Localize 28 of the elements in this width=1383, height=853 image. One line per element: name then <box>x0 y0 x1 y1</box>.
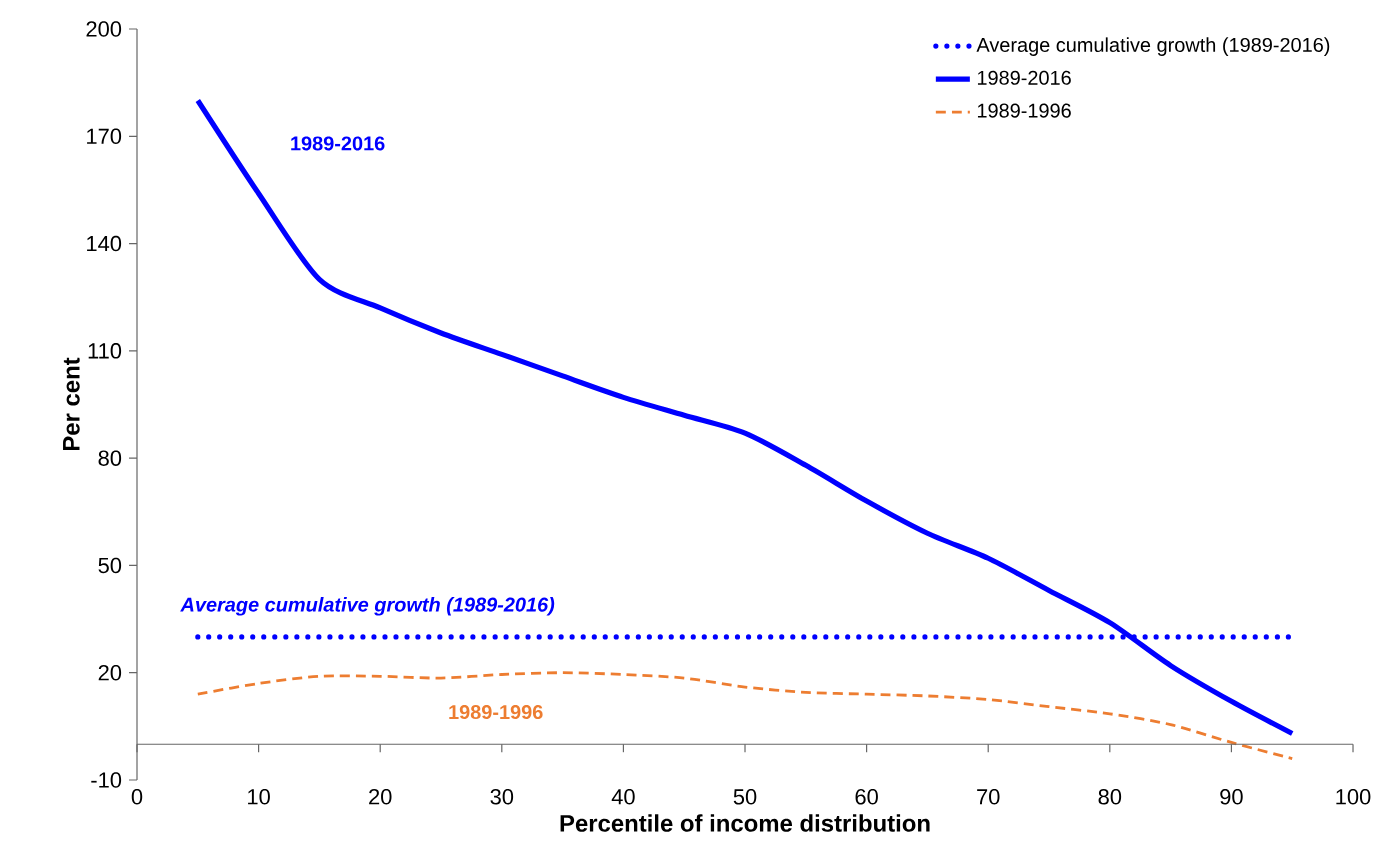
y-tick-label: 80 <box>98 450 122 466</box>
y-tick-label: 110 <box>88 343 122 359</box>
y-tick-label: 50 <box>98 557 122 574</box>
annotation: Average cumulative growth (1989-2016) <box>180 597 555 616</box>
y-tick-label: 200 <box>86 21 122 37</box>
x-tick-label: 30 <box>490 789 514 805</box>
legend-label: Average cumulative growth (1989-2016) <box>976 37 1330 56</box>
x-tick-label: 100 <box>1336 789 1371 805</box>
x-tick-label: 90 <box>1220 789 1243 805</box>
x-tick-label: 40 <box>611 789 635 805</box>
y-tick-label: 20 <box>98 664 122 681</box>
line-series <box>196 671 1294 760</box>
annotation: 1989-1996 <box>449 705 543 720</box>
x-axis-title: Percentile of income distribution <box>560 814 930 832</box>
y-axis-title: Per cent <box>63 357 80 451</box>
x-tick-label: 0 <box>131 789 143 805</box>
legend-label: 1989-1996 <box>977 103 1071 118</box>
annotation: 1989-2016 <box>291 136 385 151</box>
legend-label: 1989-2016 <box>977 70 1071 85</box>
y-tick-label: -10 <box>91 772 122 788</box>
y-tick-label: 140 <box>87 235 122 252</box>
y-tick-label: 170 <box>87 128 122 145</box>
x-tick-label: 80 <box>1098 789 1122 805</box>
x-tick-label: 60 <box>855 789 878 805</box>
x-tick-label: 50 <box>733 789 757 805</box>
x-tick-label: 20 <box>369 789 392 805</box>
x-tick-label: 70 <box>977 789 1000 805</box>
x-tick-label: 10 <box>248 789 270 805</box>
